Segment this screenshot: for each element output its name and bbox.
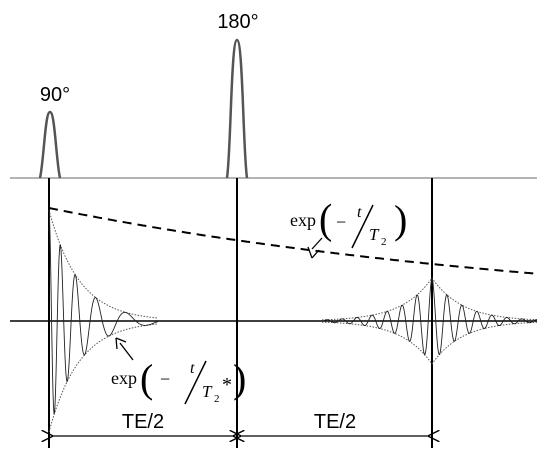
t2star-paren-right: )	[233, 356, 246, 401]
pulse-180-label: 180°	[217, 11, 258, 33]
echo-signal	[321, 276, 537, 356]
t2-label: exp ( − t T 2 )	[290, 195, 407, 249]
t2star-arrow-head	[115, 337, 127, 350]
interval-label-second: TE/2	[314, 411, 356, 433]
t2-var: t	[357, 204, 362, 221]
t2star-sub: 2	[214, 393, 220, 405]
t2-sub: 2	[381, 236, 387, 248]
t2-exp: exp	[290, 210, 316, 230]
t2-sub-var: T	[369, 225, 380, 244]
echo-envelope-lower	[322, 321, 537, 365]
t2star-paren-left: (	[140, 356, 153, 401]
interval-label-first: TE/2	[122, 411, 164, 433]
t2-slash	[351, 204, 374, 249]
pulse-90	[38, 110, 62, 179]
t2star-star: *	[222, 374, 232, 396]
pulse-180	[225, 38, 249, 179]
t2-minus: −	[336, 212, 346, 232]
t2star-minus: −	[160, 369, 170, 389]
t2star-var: t	[190, 360, 195, 377]
t2star-sub-var: T	[202, 382, 213, 401]
pulse-90-label: 90°	[40, 84, 70, 106]
t2-arrow-head	[307, 246, 320, 259]
fid-signal	[48, 209, 159, 415]
t2-paren-right: )	[394, 197, 407, 242]
t2star-slash	[184, 360, 207, 405]
t2-label-arrow	[311, 237, 323, 250]
t2star-exp: exp	[111, 368, 137, 388]
t2-decay-curve	[48, 207, 536, 275]
t2star-label-arrow	[119, 342, 134, 361]
t2-paren-left: (	[319, 195, 332, 242]
t2star-label: exp ( − t T 2 * )	[111, 356, 246, 405]
